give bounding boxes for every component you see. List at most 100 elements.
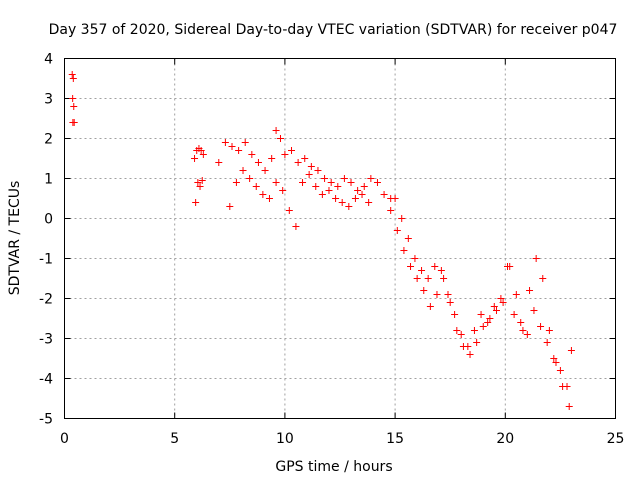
data-point bbox=[252, 183, 260, 190]
data-point bbox=[292, 223, 300, 230]
data-point bbox=[228, 143, 236, 150]
data-point bbox=[523, 331, 531, 338]
data-point bbox=[431, 263, 439, 270]
data-point bbox=[351, 195, 359, 202]
data-point bbox=[470, 327, 478, 334]
data-point bbox=[312, 183, 320, 190]
data-point bbox=[70, 119, 78, 126]
data-point bbox=[446, 299, 454, 306]
x-tick-label: 20 bbox=[496, 431, 514, 447]
data-point bbox=[420, 287, 428, 294]
data-point bbox=[332, 195, 340, 202]
x-tick-label: 10 bbox=[276, 431, 294, 447]
data-point bbox=[504, 263, 512, 270]
data-point bbox=[530, 307, 538, 314]
data-point bbox=[272, 179, 280, 186]
data-point bbox=[367, 175, 375, 182]
data-point bbox=[334, 183, 342, 190]
data-point bbox=[241, 139, 249, 146]
data-point bbox=[272, 127, 280, 134]
data-point bbox=[526, 287, 534, 294]
data-point bbox=[444, 291, 452, 298]
data-point bbox=[196, 183, 204, 190]
data-point bbox=[345, 203, 353, 210]
data-point bbox=[299, 179, 307, 186]
data-point bbox=[69, 95, 77, 102]
data-point bbox=[552, 359, 560, 366]
data-point bbox=[519, 327, 527, 334]
data-points bbox=[68, 71, 575, 410]
data-point bbox=[486, 315, 494, 322]
data-point bbox=[288, 147, 296, 154]
data-point bbox=[226, 203, 234, 210]
data-point bbox=[393, 227, 401, 234]
data-point bbox=[199, 151, 207, 158]
data-point bbox=[424, 275, 432, 282]
data-point bbox=[235, 147, 243, 154]
data-point bbox=[451, 311, 459, 318]
data-point bbox=[512, 291, 520, 298]
data-point bbox=[347, 179, 355, 186]
data-point bbox=[567, 347, 575, 354]
data-point bbox=[543, 339, 551, 346]
data-point bbox=[407, 263, 415, 270]
data-point bbox=[301, 155, 309, 162]
data-point bbox=[565, 403, 573, 410]
data-point bbox=[539, 275, 547, 282]
data-point bbox=[68, 71, 76, 78]
data-point bbox=[473, 339, 481, 346]
data-point bbox=[426, 303, 434, 310]
y-tick-label: -3 bbox=[39, 332, 53, 348]
data-point bbox=[232, 179, 240, 186]
data-point bbox=[437, 267, 445, 274]
data-point bbox=[259, 191, 267, 198]
data-point bbox=[254, 159, 262, 166]
y-tick-label: -1 bbox=[39, 252, 53, 268]
data-point bbox=[404, 235, 412, 242]
y-tick-label: -2 bbox=[39, 292, 53, 308]
data-point bbox=[192, 199, 200, 206]
data-point bbox=[563, 383, 571, 390]
data-point bbox=[354, 187, 362, 194]
data-point bbox=[387, 207, 395, 214]
x-axis-tick-labels: 0 5 10 15 20 25 bbox=[60, 431, 624, 447]
data-point bbox=[466, 351, 474, 358]
data-point bbox=[239, 167, 247, 174]
data-point bbox=[294, 159, 302, 166]
data-point bbox=[215, 159, 223, 166]
data-point bbox=[464, 343, 472, 350]
data-point bbox=[69, 75, 77, 82]
data-point bbox=[248, 151, 256, 158]
x-tick-label: 25 bbox=[607, 431, 625, 447]
y-tick-label: -5 bbox=[39, 412, 53, 428]
data-point bbox=[305, 171, 313, 178]
data-point bbox=[314, 167, 322, 174]
data-point bbox=[279, 187, 287, 194]
data-point bbox=[373, 179, 381, 186]
data-point bbox=[440, 275, 448, 282]
data-point bbox=[198, 177, 206, 184]
data-point bbox=[545, 327, 553, 334]
plot-frame bbox=[64, 58, 616, 419]
data-point bbox=[400, 247, 408, 254]
y-axis-label: SDTVAR / TECUs bbox=[7, 181, 23, 296]
data-point bbox=[327, 179, 335, 186]
data-point bbox=[477, 311, 485, 318]
y-axis-tick-labels: -5 -4 -3 -2 -1 0 1 2 3 4 bbox=[39, 52, 53, 428]
data-point bbox=[246, 175, 254, 182]
data-point bbox=[340, 175, 348, 182]
axis-ticks bbox=[64, 58, 616, 419]
data-point bbox=[411, 255, 419, 262]
data-point bbox=[365, 199, 373, 206]
data-point bbox=[380, 191, 388, 198]
data-point bbox=[550, 355, 558, 362]
data-point bbox=[398, 215, 406, 222]
x-tick-label: 5 bbox=[170, 431, 179, 447]
data-point bbox=[413, 275, 421, 282]
data-point bbox=[556, 367, 564, 374]
data-point bbox=[338, 199, 346, 206]
data-point bbox=[318, 191, 326, 198]
data-point bbox=[418, 267, 426, 274]
data-point bbox=[261, 167, 269, 174]
